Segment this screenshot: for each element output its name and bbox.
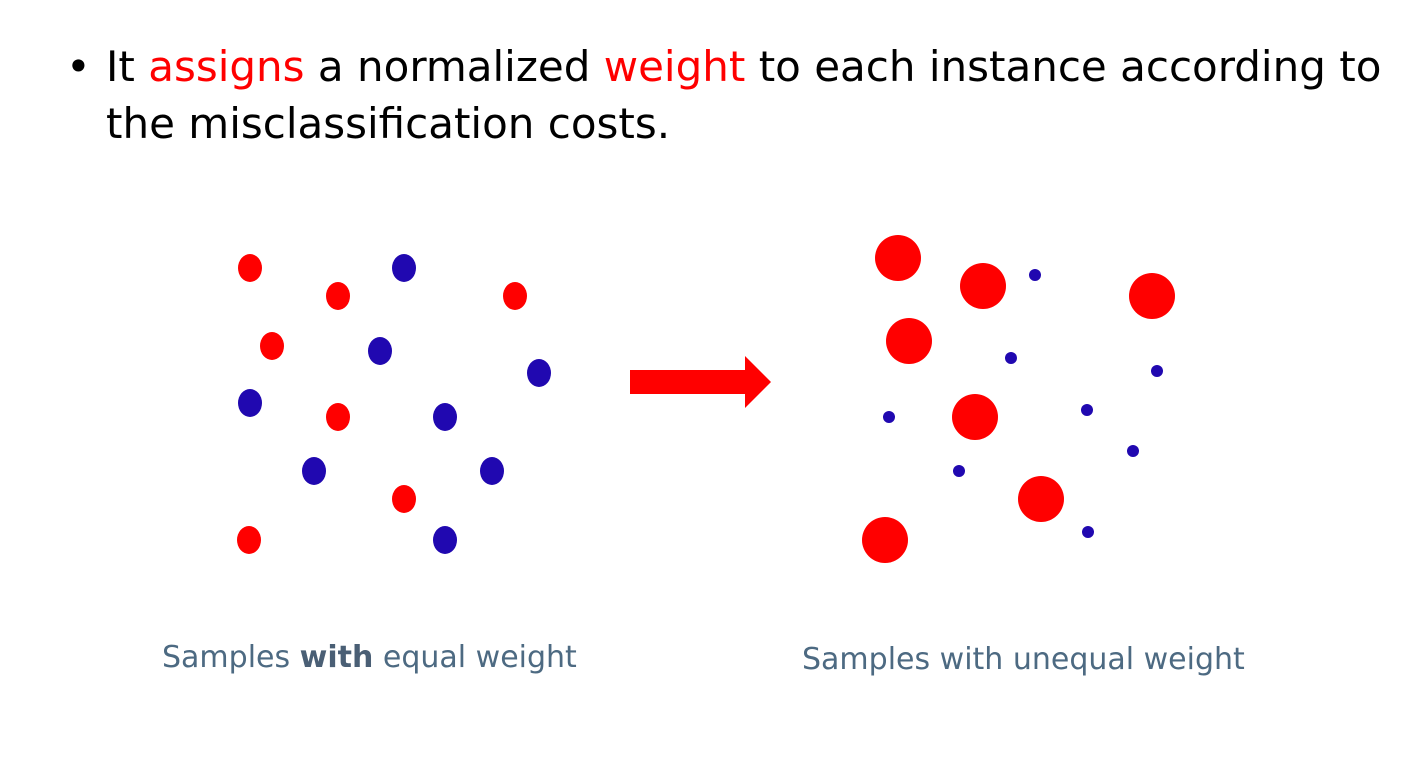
red-sample-large [862, 517, 908, 563]
highlight-weight: weight [603, 42, 746, 91]
blue-sample [433, 526, 457, 554]
blue-sample [238, 389, 262, 417]
bullet-text-part3: to each instance according to the miscla… [106, 42, 1382, 148]
red-sample [503, 282, 527, 310]
bullet-text: It assigns a normalized weight to each i… [106, 38, 1406, 152]
caption-left-bold: with [299, 640, 374, 675]
red-sample [326, 282, 350, 310]
blue-sample [302, 457, 326, 485]
red-sample-large [875, 235, 921, 281]
blue-sample-small [1127, 445, 1139, 457]
red-sample [326, 403, 350, 431]
bullet-text-part1: It [106, 42, 149, 91]
red-sample [260, 332, 284, 360]
blue-sample-small [1082, 526, 1094, 538]
blue-sample-small [953, 465, 965, 477]
caption-left-post: equal weight [373, 640, 577, 675]
caption-left-pre: Samples [162, 640, 300, 675]
blue-sample-small [1081, 404, 1093, 416]
bullet-marker: • [66, 42, 91, 91]
blue-sample [433, 403, 457, 431]
red-sample-large [1129, 273, 1175, 319]
bullet-item: • It assigns a normalized weight to each… [66, 38, 1406, 152]
red-sample-large [1018, 476, 1064, 522]
blue-sample [392, 254, 416, 282]
unequal-weight-samples [862, 235, 1175, 563]
caption-unequal-weight: Samples with unequal weight [802, 642, 1245, 677]
blue-sample-small [1005, 352, 1017, 364]
blue-sample-small [883, 411, 895, 423]
bullet-text-part2: a normalized [304, 42, 604, 91]
equal-weight-samples [237, 254, 551, 554]
blue-sample [480, 457, 504, 485]
caption-equal-weight: Samples with equal weight [162, 640, 577, 675]
blue-sample [527, 359, 551, 387]
red-sample-large [886, 318, 932, 364]
blue-sample [368, 337, 392, 365]
highlight-assigns: assigns [148, 42, 305, 91]
blue-sample-small [1151, 365, 1163, 377]
red-sample [238, 254, 262, 282]
red-sample-large [952, 394, 998, 440]
red-sample [392, 485, 416, 513]
right-arrow-icon [630, 356, 771, 408]
red-sample [237, 526, 261, 554]
red-sample-large [960, 263, 1006, 309]
blue-sample-small [1029, 269, 1041, 281]
